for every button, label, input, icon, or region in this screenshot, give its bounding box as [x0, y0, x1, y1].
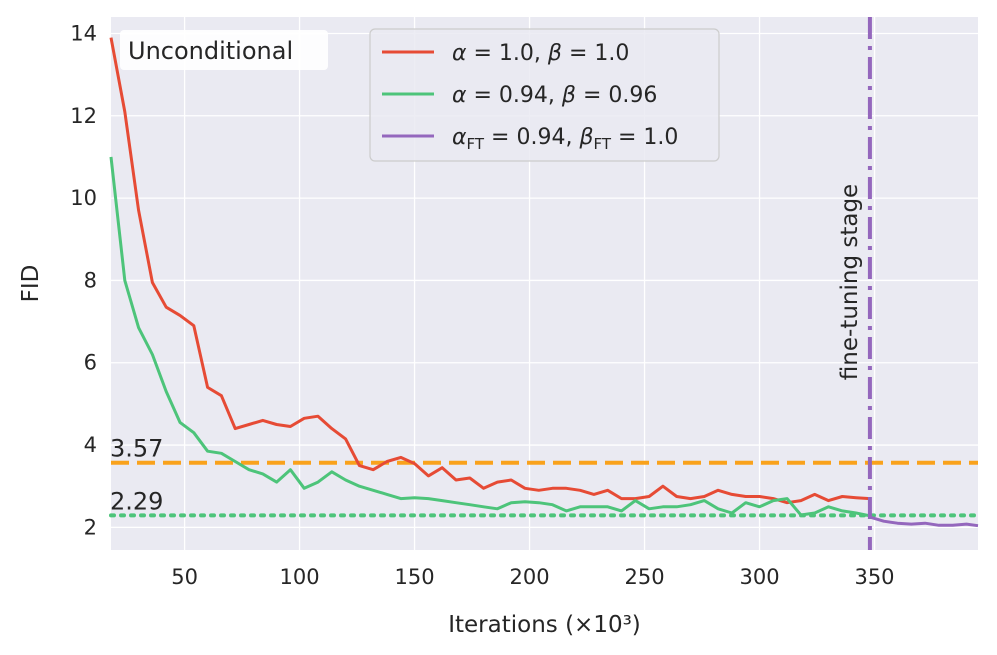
legend-label-part: α — [452, 83, 467, 108]
y-tick-label: 8 — [84, 268, 97, 292]
legend-box — [369, 28, 720, 162]
panel-label-box: Unconditional — [120, 30, 328, 70]
legend-label-part: = 0.96 — [576, 83, 657, 108]
y-tick-label: 2 — [84, 515, 97, 539]
x-tick-label: 200 — [510, 565, 550, 589]
legend-label: α = 1.0, β = 1.0 — [452, 41, 629, 66]
y-tick-label: 12 — [70, 104, 97, 128]
series-lines — [109, 37, 979, 528]
x-tick-label: 350 — [854, 565, 894, 589]
y-tick-label: 10 — [70, 186, 97, 210]
x-tick-label: 100 — [280, 565, 320, 589]
y-axis-label: FID — [18, 265, 44, 303]
fine-tuning-marker: fine-tuning stage — [837, 17, 872, 550]
legend-label-part: β — [561, 83, 576, 108]
vertical-marker-label: fine-tuning stage — [837, 184, 863, 380]
y-tick-label: 14 — [70, 21, 97, 45]
x-tick-label: 50 — [171, 565, 198, 589]
legend-label-part: FT — [593, 135, 611, 153]
series-line — [869, 515, 979, 528]
legend-label: αFT = 0.94, βFT = 1.0 — [452, 125, 678, 153]
legend-label-part: = 1.0 — [562, 41, 629, 66]
x-tick-label: 300 — [739, 565, 779, 589]
series-line — [109, 37, 870, 505]
legend-label-part: α — [452, 41, 467, 66]
legend-label-part: = 1.0, — [467, 41, 548, 66]
legend-label-part: = 0.94, — [467, 83, 562, 108]
legend-label-part: β — [578, 125, 593, 150]
panel-label: Unconditional — [128, 37, 293, 65]
x-tick-label: 250 — [624, 565, 664, 589]
series-line — [109, 156, 871, 518]
legend-label-part: α — [452, 125, 467, 150]
legend-label-part: = 0.94, — [484, 125, 579, 150]
y-tick-label: 4 — [84, 433, 97, 457]
legend-label: α = 0.94, β = 0.96 — [452, 83, 657, 108]
reference-line-label: 3.57 — [110, 435, 163, 463]
axis-ticks: 50 100 150 200 250 300 350 2 4 6 8 10 12 14 — [70, 21, 894, 589]
reference-lines: 3.57 2.29 — [109, 435, 980, 518]
legend-label-part: = 1.0 — [611, 125, 678, 150]
y-tick-label: 6 — [84, 351, 97, 375]
x-axis-label: Iterations (×10³) — [448, 612, 641, 638]
reference-line-label: 2.29 — [110, 487, 163, 515]
legend-label-part: β — [547, 41, 562, 66]
x-tick-label: 150 — [395, 565, 435, 589]
panel-label-background — [120, 30, 328, 70]
legend-label-part: FT — [467, 135, 485, 153]
